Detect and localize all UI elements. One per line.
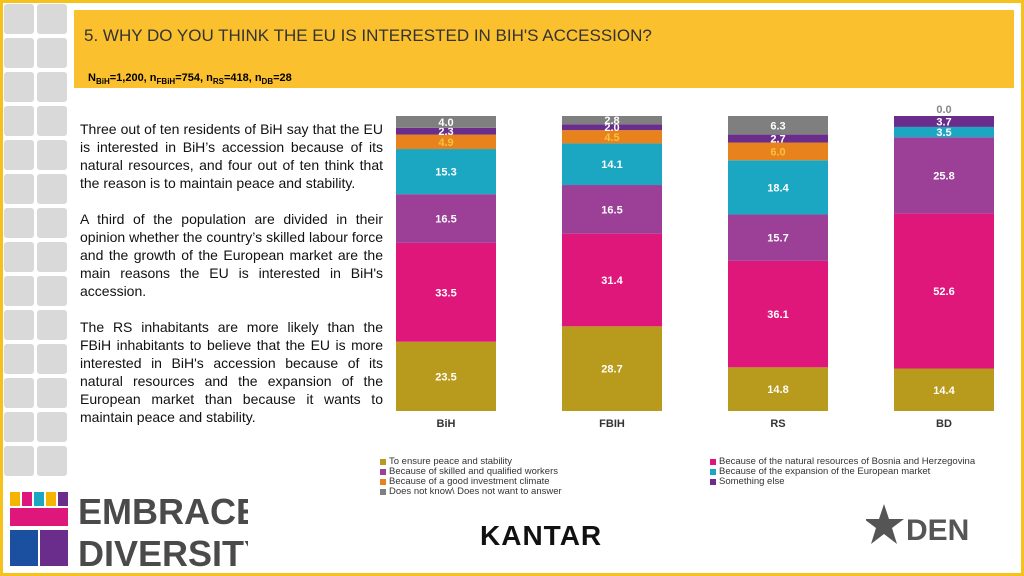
pattern-glyph [4, 140, 34, 170]
legend-swatch [380, 469, 386, 475]
pattern-glyph [4, 412, 34, 442]
pattern-glyph [4, 174, 34, 204]
pattern-glyph [4, 38, 34, 68]
legend-swatch [710, 479, 716, 485]
data-label: 2.7 [770, 134, 785, 146]
pattern-glyph [37, 140, 67, 170]
pattern-glyph [4, 242, 34, 272]
svg-text:EMBRACE: EMBRACE [78, 491, 248, 532]
data-label: 16.5 [435, 214, 456, 226]
pattern-glyph [37, 38, 67, 68]
pattern-glyph [4, 276, 34, 306]
summary-paragraph-3: The RS inhabitants are more likely than … [80, 318, 383, 426]
pattern-glyph [37, 276, 67, 306]
data-label: 14.4 [933, 385, 955, 397]
legend-swatch [380, 459, 386, 465]
legend-swatch [710, 459, 716, 465]
category-label: RS [770, 418, 785, 430]
data-label: 15.7 [767, 233, 788, 245]
kantar-logo: KANTAR [480, 520, 602, 552]
legend-item: Something else [710, 476, 784, 487]
summary-text: Three out of ten residents of BiH say th… [80, 120, 383, 444]
sample-sizes: NBiH=1,200, nFBiH=754, nRS=418, nDB=28 [88, 72, 292, 86]
data-label: 2.8 [604, 115, 619, 127]
data-label: 23.5 [435, 371, 456, 383]
pattern-glyph [37, 378, 67, 408]
pattern-glyph [4, 106, 34, 136]
category-label: BD [936, 418, 952, 430]
pattern-glyph [37, 106, 67, 136]
pattern-glyph [4, 310, 34, 340]
summary-paragraph-2: A third of the population are divided in… [80, 210, 383, 300]
pattern-glyph [37, 72, 67, 102]
data-label: 0.0 [936, 104, 951, 116]
data-label: 25.8 [933, 170, 954, 182]
pattern-glyph [4, 4, 34, 34]
legend-label: Something else [719, 476, 784, 487]
data-label: 14.8 [767, 384, 788, 396]
data-label: 6.0 [770, 146, 785, 158]
svg-text:DIVERSITY: DIVERSITY [78, 533, 248, 570]
header-banner: 5. WHY DO YOU THINK THE EU IS INTERESTED… [74, 10, 1014, 88]
data-label: 3.7 [936, 116, 951, 128]
pattern-glyph [37, 310, 67, 340]
summary-paragraph-1: Three out of ten residents of BiH say th… [80, 120, 383, 192]
pattern-glyph [37, 242, 67, 272]
data-label: 28.7 [601, 364, 622, 376]
side-pattern [4, 4, 70, 482]
data-label: 16.5 [601, 204, 622, 216]
data-label: 3.5 [936, 127, 951, 139]
pattern-glyph [37, 446, 67, 476]
data-label: 18.4 [767, 182, 789, 194]
pattern-glyph [37, 174, 67, 204]
data-label: 4.9 [438, 137, 453, 149]
data-label: 36.1 [767, 309, 788, 321]
legend-swatch [380, 479, 386, 485]
embrace-diversity-logo: EMBRACE DIVERSITY [8, 488, 248, 570]
pattern-glyph [37, 412, 67, 442]
page-title: 5. WHY DO YOU THINK THE EU IS INTERESTED… [84, 26, 652, 46]
data-label: 52.6 [933, 286, 954, 298]
data-label: 15.3 [435, 167, 456, 179]
pattern-glyph [4, 446, 34, 476]
pattern-glyph [37, 208, 67, 238]
pattern-glyph [37, 344, 67, 374]
data-label: 6.3 [770, 120, 785, 132]
category-label: FBIH [599, 418, 625, 430]
stacked-bar-chart: 23.5 33.5 16.5 15.3 4.92.34.0 BiH 28.7 31.4 16.5… [390, 96, 1010, 441]
legend-swatch [710, 469, 716, 475]
category-label: BiH [437, 418, 456, 430]
den-logo: DEN [866, 502, 986, 552]
data-label: 33.5 [435, 287, 456, 299]
legend-label: Does not know\ Does not want to answer [389, 486, 562, 497]
legend-swatch [380, 489, 386, 495]
pattern-glyph [4, 378, 34, 408]
data-label: 4.0 [438, 117, 453, 129]
legend-item: Does not know\ Does not want to answer [380, 486, 562, 497]
pattern-glyph [37, 4, 67, 34]
pattern-glyph [4, 72, 34, 102]
svg-text:DEN: DEN [906, 514, 969, 547]
pattern-glyph [4, 208, 34, 238]
pattern-glyph [4, 344, 34, 374]
data-label: 14.1 [601, 159, 622, 171]
data-label: 31.4 [601, 275, 623, 287]
